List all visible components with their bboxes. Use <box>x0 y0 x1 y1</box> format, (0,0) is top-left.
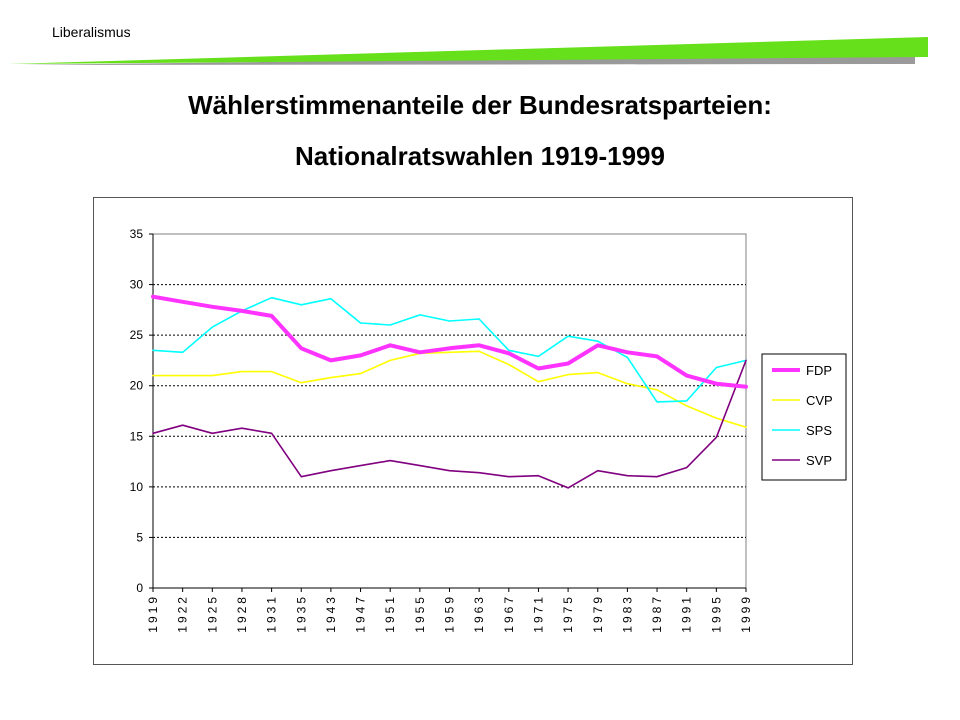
x-tick-label: 1979 <box>591 594 605 633</box>
series-line-cvp <box>152 350 747 428</box>
y-tick-label: 15 <box>130 429 144 443</box>
x-tick-label: 1922 <box>176 594 190 633</box>
header-label: Liberalismus <box>52 24 131 40</box>
legend <box>761 353 847 481</box>
page-title-line1: Wählerstimmenanteile der Bundesratsparte… <box>188 90 772 120</box>
series-line-sps <box>152 296 747 403</box>
x-tick-label: 1931 <box>265 594 279 633</box>
legend-label-svp: SVP <box>806 453 832 468</box>
series-line-fdp <box>151 294 748 389</box>
y-tick-label: 10 <box>130 480 144 494</box>
header-swoosh <box>8 37 928 65</box>
chart-frame: 0 5 10 15 20 25 30 35 1919 1922 1925 1928 1931 1935 19… <box>93 197 853 665</box>
x-tick-label: 1919 <box>146 594 160 633</box>
legend-label-sps: SPS <box>806 423 832 438</box>
y-tick-label: 20 <box>130 379 144 393</box>
x-tick-label: 1967 <box>502 594 516 633</box>
page-title-line2: Nationalratswahlen 1919-1999 <box>295 141 665 171</box>
x-tick-label: 1999 <box>739 594 753 633</box>
y-tick-label: 35 <box>130 227 144 241</box>
x-tick-label: 1947 <box>354 594 368 633</box>
x-tick-label: 1963 <box>472 594 486 633</box>
legend-label-fdp: FDP <box>806 363 832 378</box>
swoosh-green <box>8 37 928 64</box>
x-tick-label: 1925 <box>205 594 219 633</box>
series-line-svp <box>152 359 747 489</box>
y-tick-label: 0 <box>136 581 143 595</box>
y-tick-label: 30 <box>130 278 144 292</box>
x-tick-label: 1971 <box>531 594 545 633</box>
x-tick-label: 1995 <box>709 594 723 633</box>
x-tick-label: 1987 <box>650 594 664 633</box>
y-tick-label: 5 <box>136 530 143 544</box>
x-tick-label: 1935 <box>294 594 308 633</box>
x-tick-label: 1928 <box>235 594 249 633</box>
x-tick-label: 1991 <box>680 594 694 633</box>
x-tick-label: 1955 <box>413 594 427 633</box>
x-tick-label: 1951 <box>383 594 397 633</box>
x-tick-label: 1983 <box>620 594 634 633</box>
x-tick-label: 1959 <box>443 594 457 633</box>
x-tick-label: 1943 <box>324 594 338 633</box>
x-tick-label: 1975 <box>561 594 575 633</box>
y-tick-label: 25 <box>130 328 144 342</box>
plot-area <box>152 233 747 589</box>
legend-label-cvp: CVP <box>806 393 833 408</box>
line-chart: 0 5 10 15 20 25 30 35 1919 1922 1925 1928 1931 1935 19… <box>130 227 847 633</box>
